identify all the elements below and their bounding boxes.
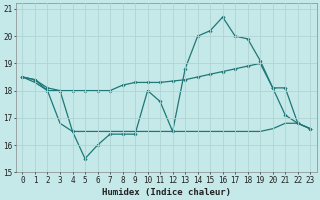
X-axis label: Humidex (Indice chaleur): Humidex (Indice chaleur) (102, 188, 231, 197)
